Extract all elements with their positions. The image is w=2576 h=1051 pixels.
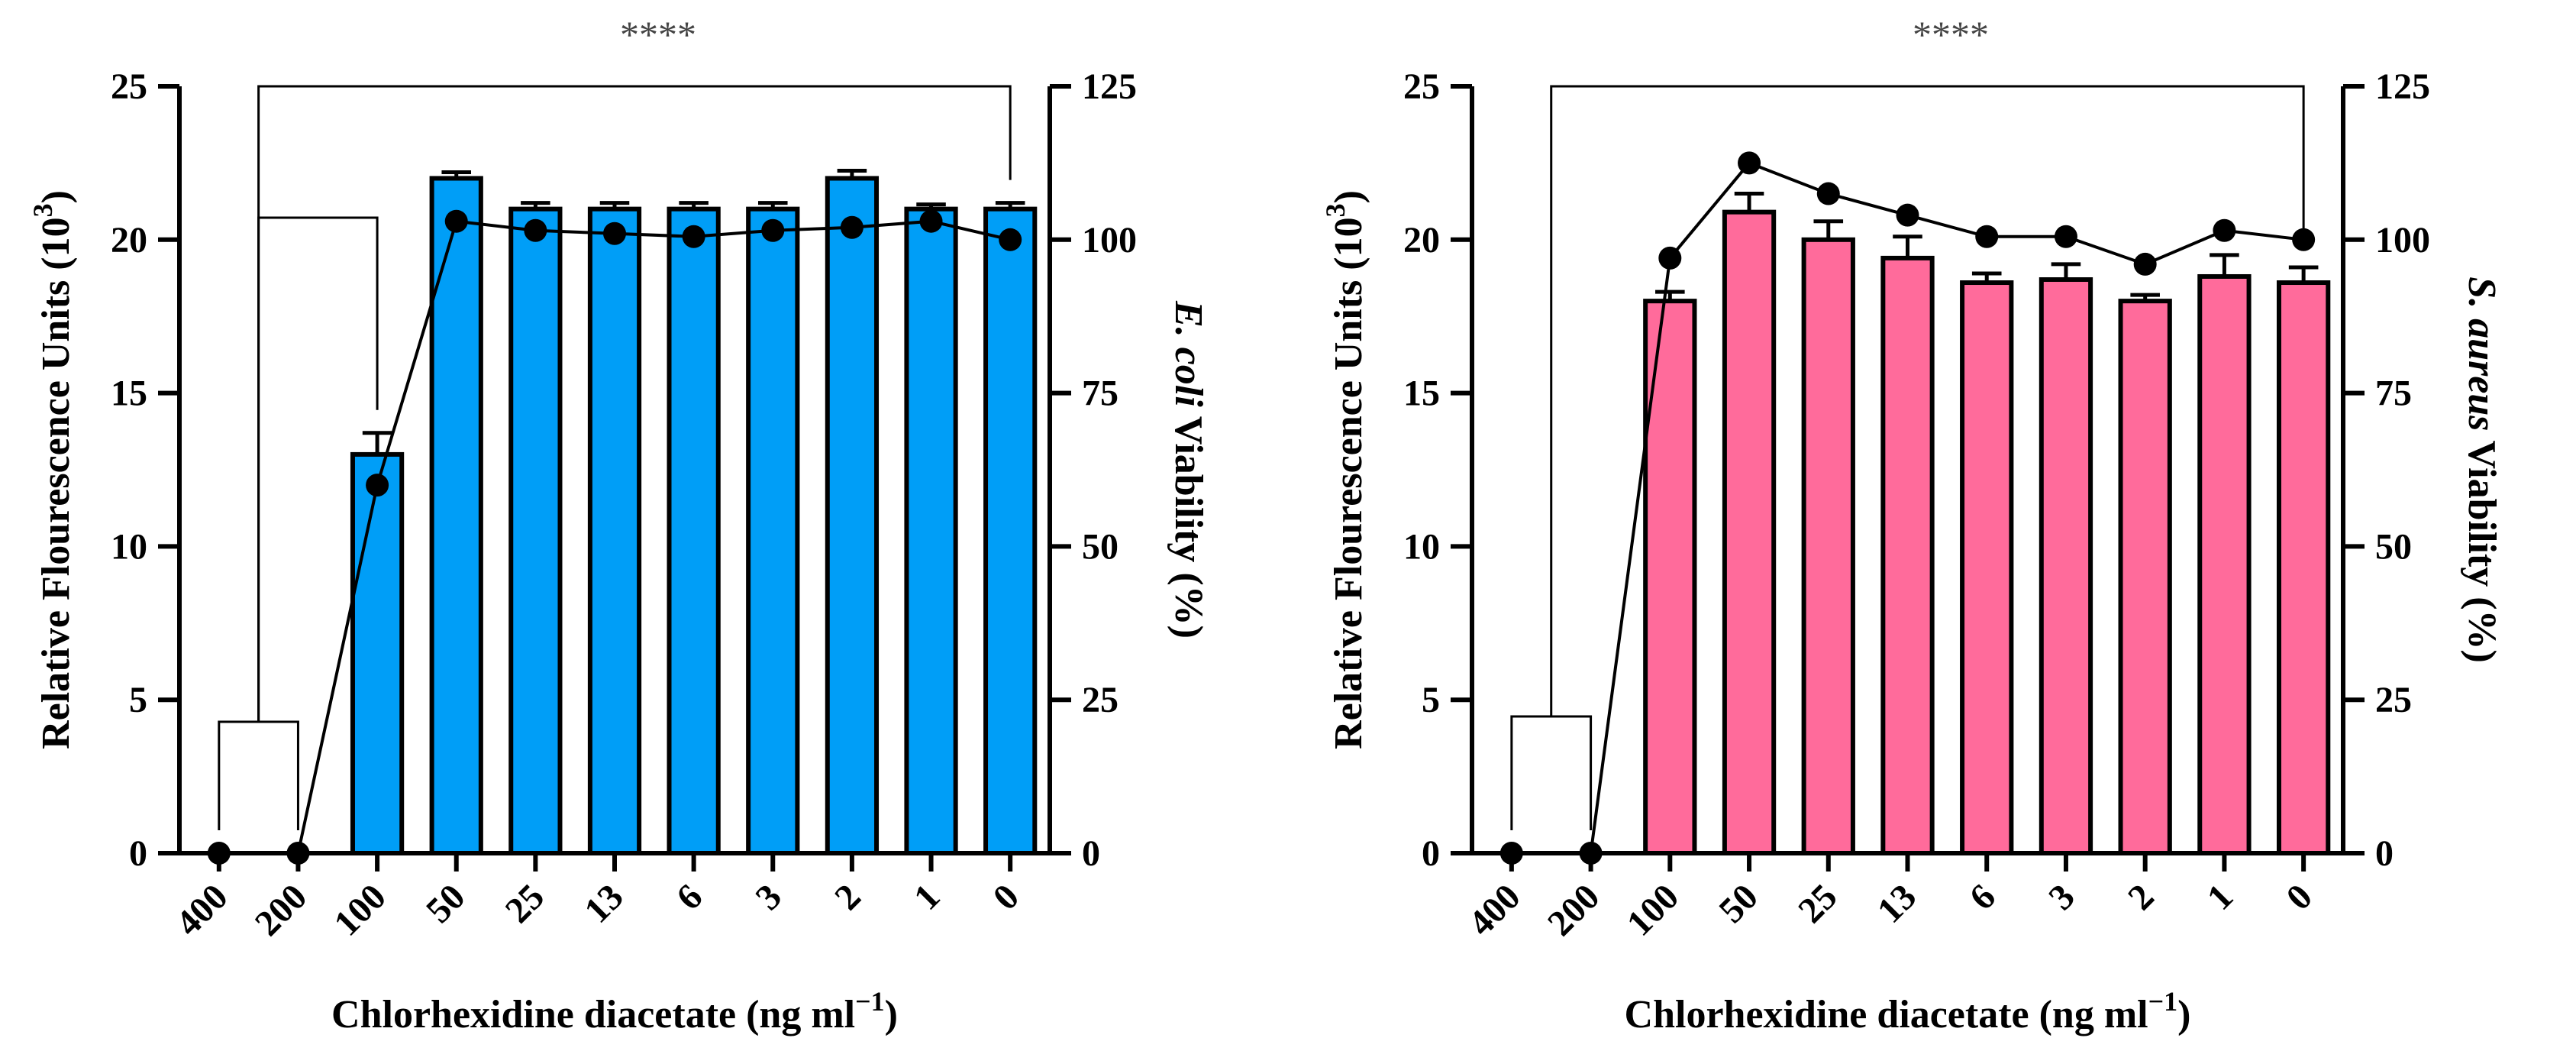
x-axis-label: Chlorhexidine diacetate (ng ml−1) bbox=[331, 986, 898, 1036]
x-axis-label: Chlorhexidine diacetate (ng ml−1) bbox=[1625, 986, 2191, 1036]
y2-tick-label: 25 bbox=[2375, 680, 2412, 720]
x-tick-label: 100 bbox=[1619, 876, 1687, 943]
x-tick-label: 2 bbox=[2120, 876, 2161, 917]
viability-point bbox=[761, 218, 785, 242]
significance-label: **** bbox=[1913, 13, 1989, 56]
x-tick-label: 400 bbox=[1461, 876, 1528, 943]
viability-point bbox=[207, 842, 231, 865]
y2-tick-label: 75 bbox=[2375, 374, 2412, 414]
x-tick-label: 400 bbox=[168, 876, 235, 943]
y2-tick-label: 100 bbox=[2375, 220, 2430, 260]
bar bbox=[1960, 280, 2014, 855]
y-tick-label: 15 bbox=[1403, 374, 1440, 414]
y-tick-label: 25 bbox=[111, 66, 147, 107]
y2-tick-label: 25 bbox=[1082, 680, 1119, 720]
bar bbox=[2276, 280, 2331, 855]
viability-point bbox=[1579, 842, 1603, 865]
bar bbox=[2118, 299, 2172, 855]
viability-point bbox=[603, 222, 626, 245]
x-tick-label: 0 bbox=[986, 876, 1027, 917]
bar bbox=[825, 176, 880, 856]
y2-tick-label: 125 bbox=[2375, 66, 2430, 107]
y2-tick-label: 100 bbox=[1082, 220, 1137, 260]
viability-point bbox=[1816, 182, 1840, 205]
viability-point bbox=[840, 215, 864, 239]
y-tick-label: 5 bbox=[129, 680, 147, 720]
y2-axis-label: E. coli Viability (%) bbox=[1167, 300, 1210, 639]
bar bbox=[904, 206, 958, 855]
low-bracket bbox=[218, 720, 299, 830]
bar bbox=[1880, 255, 1935, 855]
x-tick-label: 50 bbox=[418, 876, 473, 930]
bar bbox=[983, 206, 1038, 855]
bar bbox=[508, 206, 563, 855]
viability-point bbox=[524, 218, 547, 242]
x-tick-label: 200 bbox=[1540, 876, 1607, 943]
bar bbox=[1801, 237, 1855, 855]
viability-point bbox=[1896, 203, 1919, 227]
viability-point bbox=[2133, 252, 2157, 276]
inner-bracket bbox=[257, 216, 379, 722]
viability-point bbox=[919, 209, 943, 233]
y-axis-label: Relative Flourescence Units (103) bbox=[27, 190, 78, 749]
viability-point bbox=[682, 225, 705, 248]
bar bbox=[2039, 277, 2093, 855]
x-tick-label: 6 bbox=[1962, 876, 2003, 917]
viability-point bbox=[1499, 842, 1523, 865]
y2-axis-label: S. aureus Viability (%) bbox=[2460, 276, 2503, 663]
x-tick-label: 1 bbox=[2200, 876, 2241, 917]
x-tick-label: 3 bbox=[748, 876, 789, 917]
significance-label: **** bbox=[620, 13, 696, 56]
y-tick-label: 0 bbox=[129, 833, 147, 874]
viability-point bbox=[286, 842, 310, 865]
y-tick-label: 15 bbox=[111, 374, 147, 414]
x-tick-label: 100 bbox=[326, 876, 393, 943]
x-tick-label: 1 bbox=[906, 876, 947, 917]
viability-point bbox=[444, 209, 468, 233]
y-tick-label: 20 bbox=[1403, 220, 1440, 260]
x-tick-label: 50 bbox=[1711, 876, 1765, 930]
bar bbox=[2197, 273, 2252, 855]
y2-tick-label: 0 bbox=[2375, 833, 2394, 874]
low-bracket bbox=[1510, 715, 1593, 830]
bar bbox=[587, 206, 642, 855]
x-tick-label: 2 bbox=[827, 876, 868, 917]
y2-tick-label: 0 bbox=[1082, 833, 1100, 874]
y-tick-label: 20 bbox=[111, 220, 147, 260]
viability-point bbox=[999, 228, 1022, 251]
x-tick-label: 13 bbox=[1870, 876, 1924, 930]
viability-point bbox=[366, 474, 389, 497]
viability-point bbox=[2213, 218, 2236, 242]
viability-point bbox=[2054, 225, 2077, 248]
x-tick-label: 13 bbox=[576, 876, 631, 930]
x-tick-label: 25 bbox=[1790, 876, 1845, 930]
y2-tick-label: 75 bbox=[1082, 374, 1119, 414]
y-tick-label: 0 bbox=[1422, 833, 1440, 874]
viability-point bbox=[1738, 151, 1761, 175]
y-tick-label: 10 bbox=[111, 526, 147, 567]
bar bbox=[350, 451, 405, 855]
y2-tick-label: 50 bbox=[1082, 526, 1119, 567]
significance-bracket bbox=[1550, 85, 2305, 716]
y-tick-label: 25 bbox=[1403, 66, 1440, 107]
x-tick-label: 3 bbox=[2041, 876, 2082, 917]
y2-tick-label: 50 bbox=[2375, 526, 2412, 567]
y2-tick-label: 125 bbox=[1082, 66, 1137, 107]
y-tick-label: 10 bbox=[1403, 526, 1440, 567]
viability-point bbox=[1658, 246, 1682, 270]
x-tick-label: 0 bbox=[2278, 876, 2319, 917]
bar bbox=[667, 206, 721, 855]
bar bbox=[746, 206, 800, 855]
viability-point bbox=[1975, 225, 1999, 248]
x-tick-label: 6 bbox=[669, 876, 710, 917]
x-tick-label: 200 bbox=[247, 876, 315, 943]
y-axis-label: Relative Flourescence Units (103) bbox=[1320, 190, 1370, 749]
bar bbox=[1722, 209, 1777, 855]
y-tick-label: 5 bbox=[1422, 680, 1440, 720]
x-tick-label: 25 bbox=[498, 876, 552, 930]
